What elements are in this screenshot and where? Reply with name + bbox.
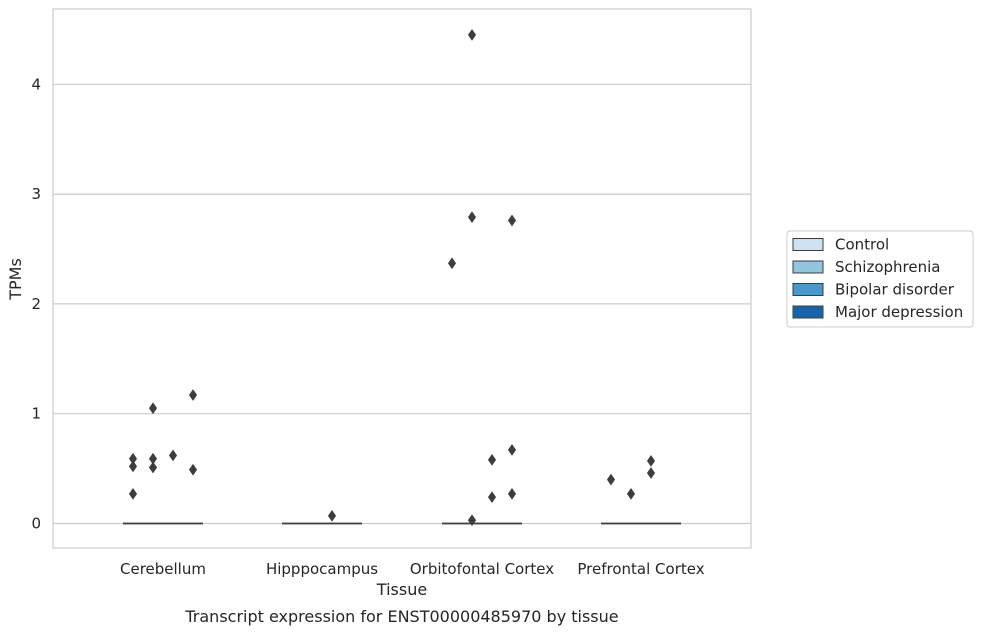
y-tick-label: 0 xyxy=(31,515,41,533)
y-tick-label: 1 xyxy=(31,405,41,423)
x-tick-label: Hipppocampus xyxy=(266,560,378,578)
outlier-point xyxy=(447,257,457,270)
x-axis-title: Tissue xyxy=(376,580,427,599)
outlier-point xyxy=(507,443,517,456)
legend-frame xyxy=(786,230,974,328)
chart-caption: Transcript expression for ENST0000048597… xyxy=(184,607,618,626)
outlier-point xyxy=(148,402,158,415)
outlier-point xyxy=(467,211,477,224)
legend-swatch xyxy=(792,283,824,296)
x-tick-label: Orbitofontal Cortex xyxy=(410,560,554,578)
outlier-point xyxy=(168,449,178,462)
outlier-point xyxy=(507,487,517,500)
y-tick-label: 4 xyxy=(31,75,41,93)
legend-swatch xyxy=(792,238,824,251)
outlier-point xyxy=(646,467,656,479)
legend-swatch xyxy=(792,305,824,319)
y-tick-label: 2 xyxy=(31,295,41,313)
plot-frame xyxy=(52,8,752,549)
outlier-point xyxy=(606,473,616,486)
outlier-point xyxy=(487,453,497,466)
outlier-point xyxy=(188,463,198,476)
x-tick-labels: Cerebellum Hipppocampus Orbitofontal Corte… xyxy=(120,560,705,578)
outlier-point xyxy=(467,28,477,41)
legend-label: Control xyxy=(835,236,889,254)
outlier-point xyxy=(646,454,656,467)
grid-layer xyxy=(53,83,751,525)
y-tick-labels: 0 1 2 3 4 xyxy=(31,75,41,532)
outlier-point xyxy=(327,509,337,522)
outlier-point xyxy=(128,460,138,473)
outlier-point xyxy=(507,214,517,227)
legend-label: Major depression xyxy=(835,303,963,321)
legend: Control Schizophrenia Bipolar disorder Majo… xyxy=(786,230,974,328)
outlier-point xyxy=(188,389,198,401)
outlier-point xyxy=(487,491,497,504)
outlier-point xyxy=(148,461,158,474)
outlier-point xyxy=(128,487,138,500)
y-axis-title: TPMs xyxy=(6,258,25,301)
point-layer xyxy=(128,28,656,527)
x-tick-label: Cerebellum xyxy=(120,560,206,578)
y-tick-label: 3 xyxy=(31,185,41,203)
legend-swatch xyxy=(792,260,824,274)
legend-label: Schizophrenia xyxy=(835,258,940,276)
outlier-point xyxy=(467,514,477,527)
legend-label: Bipolar disorder xyxy=(835,281,955,299)
outlier-point xyxy=(626,487,636,500)
x-tick-label: Prefrontal Cortex xyxy=(577,560,704,578)
legend-entries: Control Schizophrenia Bipolar disorder Majo… xyxy=(792,236,963,321)
